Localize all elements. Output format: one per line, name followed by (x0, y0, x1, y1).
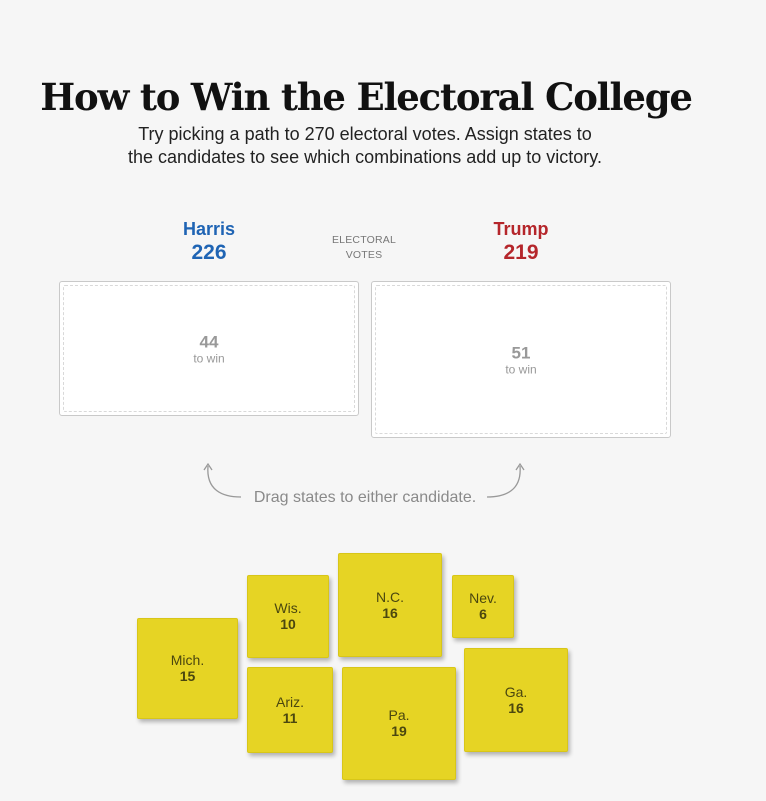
trump-votes-needed: 51 (511, 343, 531, 362)
state-votes: 10 (280, 616, 296, 632)
state-votes: 19 (391, 723, 407, 739)
intro-text: Try picking a path to 270 electoral vote… (128, 124, 602, 167)
state-name: Ariz. (276, 693, 304, 710)
state-tile-pa[interactable]: Pa. 19 (342, 667, 456, 780)
state-votes: 16 (508, 699, 524, 716)
left-arrow-icon (207, 465, 242, 498)
state-tile-ariz[interactable]: Ariz. 11 (247, 667, 333, 753)
electoral-votes-label: ELECTORAL VOTES (314, 233, 414, 263)
state-name: N.C. (376, 588, 404, 605)
harris-to-win-label: to win (193, 351, 225, 365)
harris-drop-zone[interactable]: 44 to win (59, 281, 359, 416)
drag-hint: Drag states to either candidate. (253, 489, 477, 506)
harris-vote-count: 226 (191, 241, 227, 264)
page-title: How to Win the Electoral College (40, 74, 693, 119)
state-tile-nc[interactable]: N.C. 16 (338, 553, 442, 657)
state-tile-wis[interactable]: Wis. 10 (247, 575, 329, 658)
harris-header: Harris 226 (139, 218, 279, 266)
trump-vote-count: 219 (503, 241, 539, 264)
electoral-votes-label-line1: ELECTORAL (331, 234, 397, 246)
state-name: Mich. (170, 652, 205, 668)
state-tile-ga[interactable]: Ga. 16 (464, 648, 568, 752)
harris-votes-needed: 44 (199, 332, 219, 351)
trump-header: Trump 219 (451, 218, 591, 266)
state-name: Ga. (504, 683, 528, 700)
state-votes: 11 (282, 709, 298, 726)
trump-to-win: 51 to win (372, 343, 670, 376)
state-votes: 6 (479, 606, 487, 622)
electoral-votes-label-line2: VOTES (345, 249, 383, 261)
state-name: Wis. (274, 600, 302, 616)
harris-to-win: 44 to win (60, 332, 358, 365)
state-name: Nev. (469, 590, 497, 606)
right-arrow-icon (486, 465, 521, 498)
left-arrowhead-icon (203, 462, 213, 471)
trump-to-win-label: to win (505, 362, 537, 376)
state-tile-nev[interactable]: Nev. 6 (452, 575, 514, 638)
right-arrowhead-icon (515, 462, 525, 471)
state-name: Pa. (388, 707, 410, 723)
state-tile-mich[interactable]: Mich. 15 (137, 618, 238, 719)
harris-name: Harris (182, 219, 236, 239)
state-votes: 15 (179, 668, 196, 684)
trump-drop-zone[interactable]: 51 to win (371, 281, 671, 438)
trump-name: Trump (493, 219, 549, 239)
state-votes: 16 (382, 604, 398, 621)
